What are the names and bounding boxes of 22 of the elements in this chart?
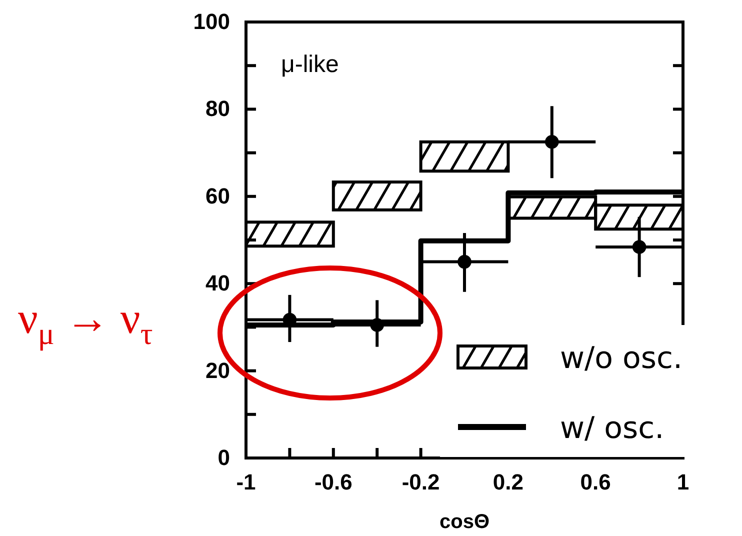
y-tick-label: 80: [206, 96, 230, 122]
y-tick-label: 60: [206, 183, 230, 208]
point: [632, 240, 646, 254]
legend-label: w/ osc.: [560, 411, 664, 446]
point: [370, 318, 384, 332]
x-axis-title: cosΘ: [439, 511, 490, 533]
bar: [332, 180, 422, 212]
x-tick-label: 1: [676, 470, 690, 495]
x-tick-label: 0.2: [492, 470, 524, 495]
point: [544, 135, 559, 149]
x-tick-label: 0.6: [580, 470, 611, 495]
text: μ-like: [281, 51, 339, 78]
text: ν$_{μ}$ → ν$_{τ}$: [18, 294, 153, 351]
point: [458, 254, 472, 269]
y-tick-label: 100: [193, 9, 230, 34]
y-tick-label: 40: [206, 270, 230, 296]
x-tick-label: -0.2: [402, 470, 440, 495]
y-tick-label: 0: [218, 445, 230, 470]
x-tick-label: -0.6: [314, 470, 352, 495]
y-tick-label: 20: [206, 358, 230, 383]
x-tick-label: -1: [236, 470, 256, 495]
legend-label: w/o osc.: [560, 341, 683, 376]
